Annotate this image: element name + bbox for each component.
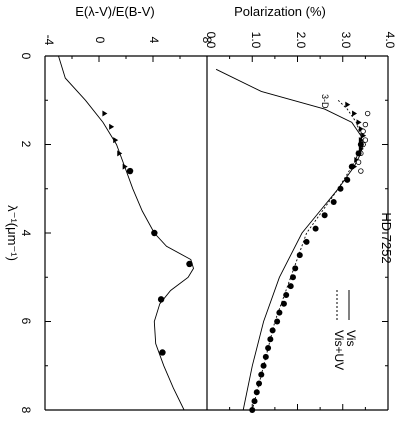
xtick-3: 6: [19, 318, 33, 325]
filled-circle-point: [251, 398, 258, 405]
filled-circle-point: [337, 185, 344, 192]
filled-circle-point: [280, 300, 287, 307]
ytick-pol-3: 3.0: [339, 32, 353, 49]
filled-circle-point: [276, 309, 283, 316]
xtick-2: 4: [19, 230, 33, 237]
filled-circle-point: [330, 199, 337, 206]
filled-circle-point: [312, 225, 319, 232]
open-circle-point: [360, 128, 366, 134]
xlabel-wavenumber: λ⁻¹(μm⁻¹): [5, 205, 20, 261]
filled-circle-point: [357, 141, 364, 148]
bottom-panel-frame: [44, 55, 207, 411]
filled-circle-point: [269, 327, 276, 334]
extinction-curve: [58, 55, 194, 411]
legend: Vis Vis+UV: [332, 290, 358, 370]
filled-circle-point: [355, 150, 362, 157]
plot-area: [58, 55, 371, 413]
extinction-circle-point: [186, 260, 193, 268]
filled-circle-point: [262, 353, 269, 360]
legend-label-vis: Vis: [344, 330, 358, 346]
filled-circle-point: [260, 362, 267, 369]
filled-circle-point: [274, 318, 281, 325]
filled-circle-point: [256, 380, 263, 387]
ytick-pol-2: 2.0: [294, 32, 308, 49]
filled-circle-point: [258, 371, 265, 378]
filled-circle-point: [321, 212, 328, 219]
ylabel-extinction: E(λ-V)/E(B-V): [75, 4, 154, 19]
xtick-4: 8: [19, 407, 33, 414]
filled-circle-point: [344, 176, 351, 183]
ytick-ext-0: -4: [42, 35, 56, 46]
open-circle-point: [362, 137, 369, 143]
triangle-point: [356, 119, 362, 126]
legend-label-visuv: Vis+UV: [332, 330, 346, 370]
triangle-point: [358, 145, 364, 152]
triangle-point: [352, 110, 358, 117]
series-visuv-line: [251, 99, 362, 411]
filled-circle-point: [289, 274, 296, 281]
filled-circle-point: [348, 163, 355, 170]
open-circle-point: [358, 168, 364, 174]
extinction-triangle-point: [109, 123, 115, 130]
extinction-circle-point: [159, 349, 166, 356]
ytick-ext-3: 8: [200, 37, 214, 44]
open-circle-point: [355, 159, 362, 165]
label-3d: 3-D: [320, 94, 330, 109]
ylabel-polarization: Polarization (%): [234, 4, 326, 19]
top-panel-frame: [206, 55, 389, 411]
ytick-ext-2: 4: [147, 37, 161, 44]
star-label: HD 7252: [379, 212, 394, 263]
extinction-circle-point: [151, 229, 158, 237]
extinction-circle-point: [157, 296, 165, 303]
filled-circle-point: [292, 265, 299, 272]
ytick-pol-1: 1.0: [249, 32, 263, 49]
ytick-pol-4: 4.0: [383, 32, 397, 49]
filled-circle-point: [303, 238, 310, 245]
triangle-point: [345, 101, 351, 108]
xtick-0: 0: [19, 53, 33, 60]
extinction-triangle-point: [122, 163, 128, 170]
ytick-pol-0: 0.0: [204, 32, 218, 49]
ytick-ext-1: 0: [93, 37, 107, 44]
filled-circle-point: [267, 336, 274, 343]
filled-circle-point: [249, 407, 256, 413]
open-circle-point: [362, 121, 369, 128]
filled-circle-point: [265, 345, 272, 352]
filled-circle-point: [296, 252, 303, 259]
filled-circle-point: [283, 291, 290, 298]
filled-circle-point: [253, 389, 260, 396]
open-circle-point: [364, 110, 371, 117]
extinction-triangle-point: [102, 110, 108, 117]
extinction-triangle-point: [117, 150, 123, 157]
extinction-circle-point: [126, 167, 134, 175]
extinction-triangle-point: [113, 137, 119, 144]
triangle-point: [354, 156, 360, 163]
filled-circle-point: [287, 283, 294, 290]
xtick-1: 2: [19, 141, 33, 148]
triangle-point: [358, 126, 364, 133]
triangle-point: [361, 132, 367, 139]
triangle-point: [358, 137, 364, 144]
